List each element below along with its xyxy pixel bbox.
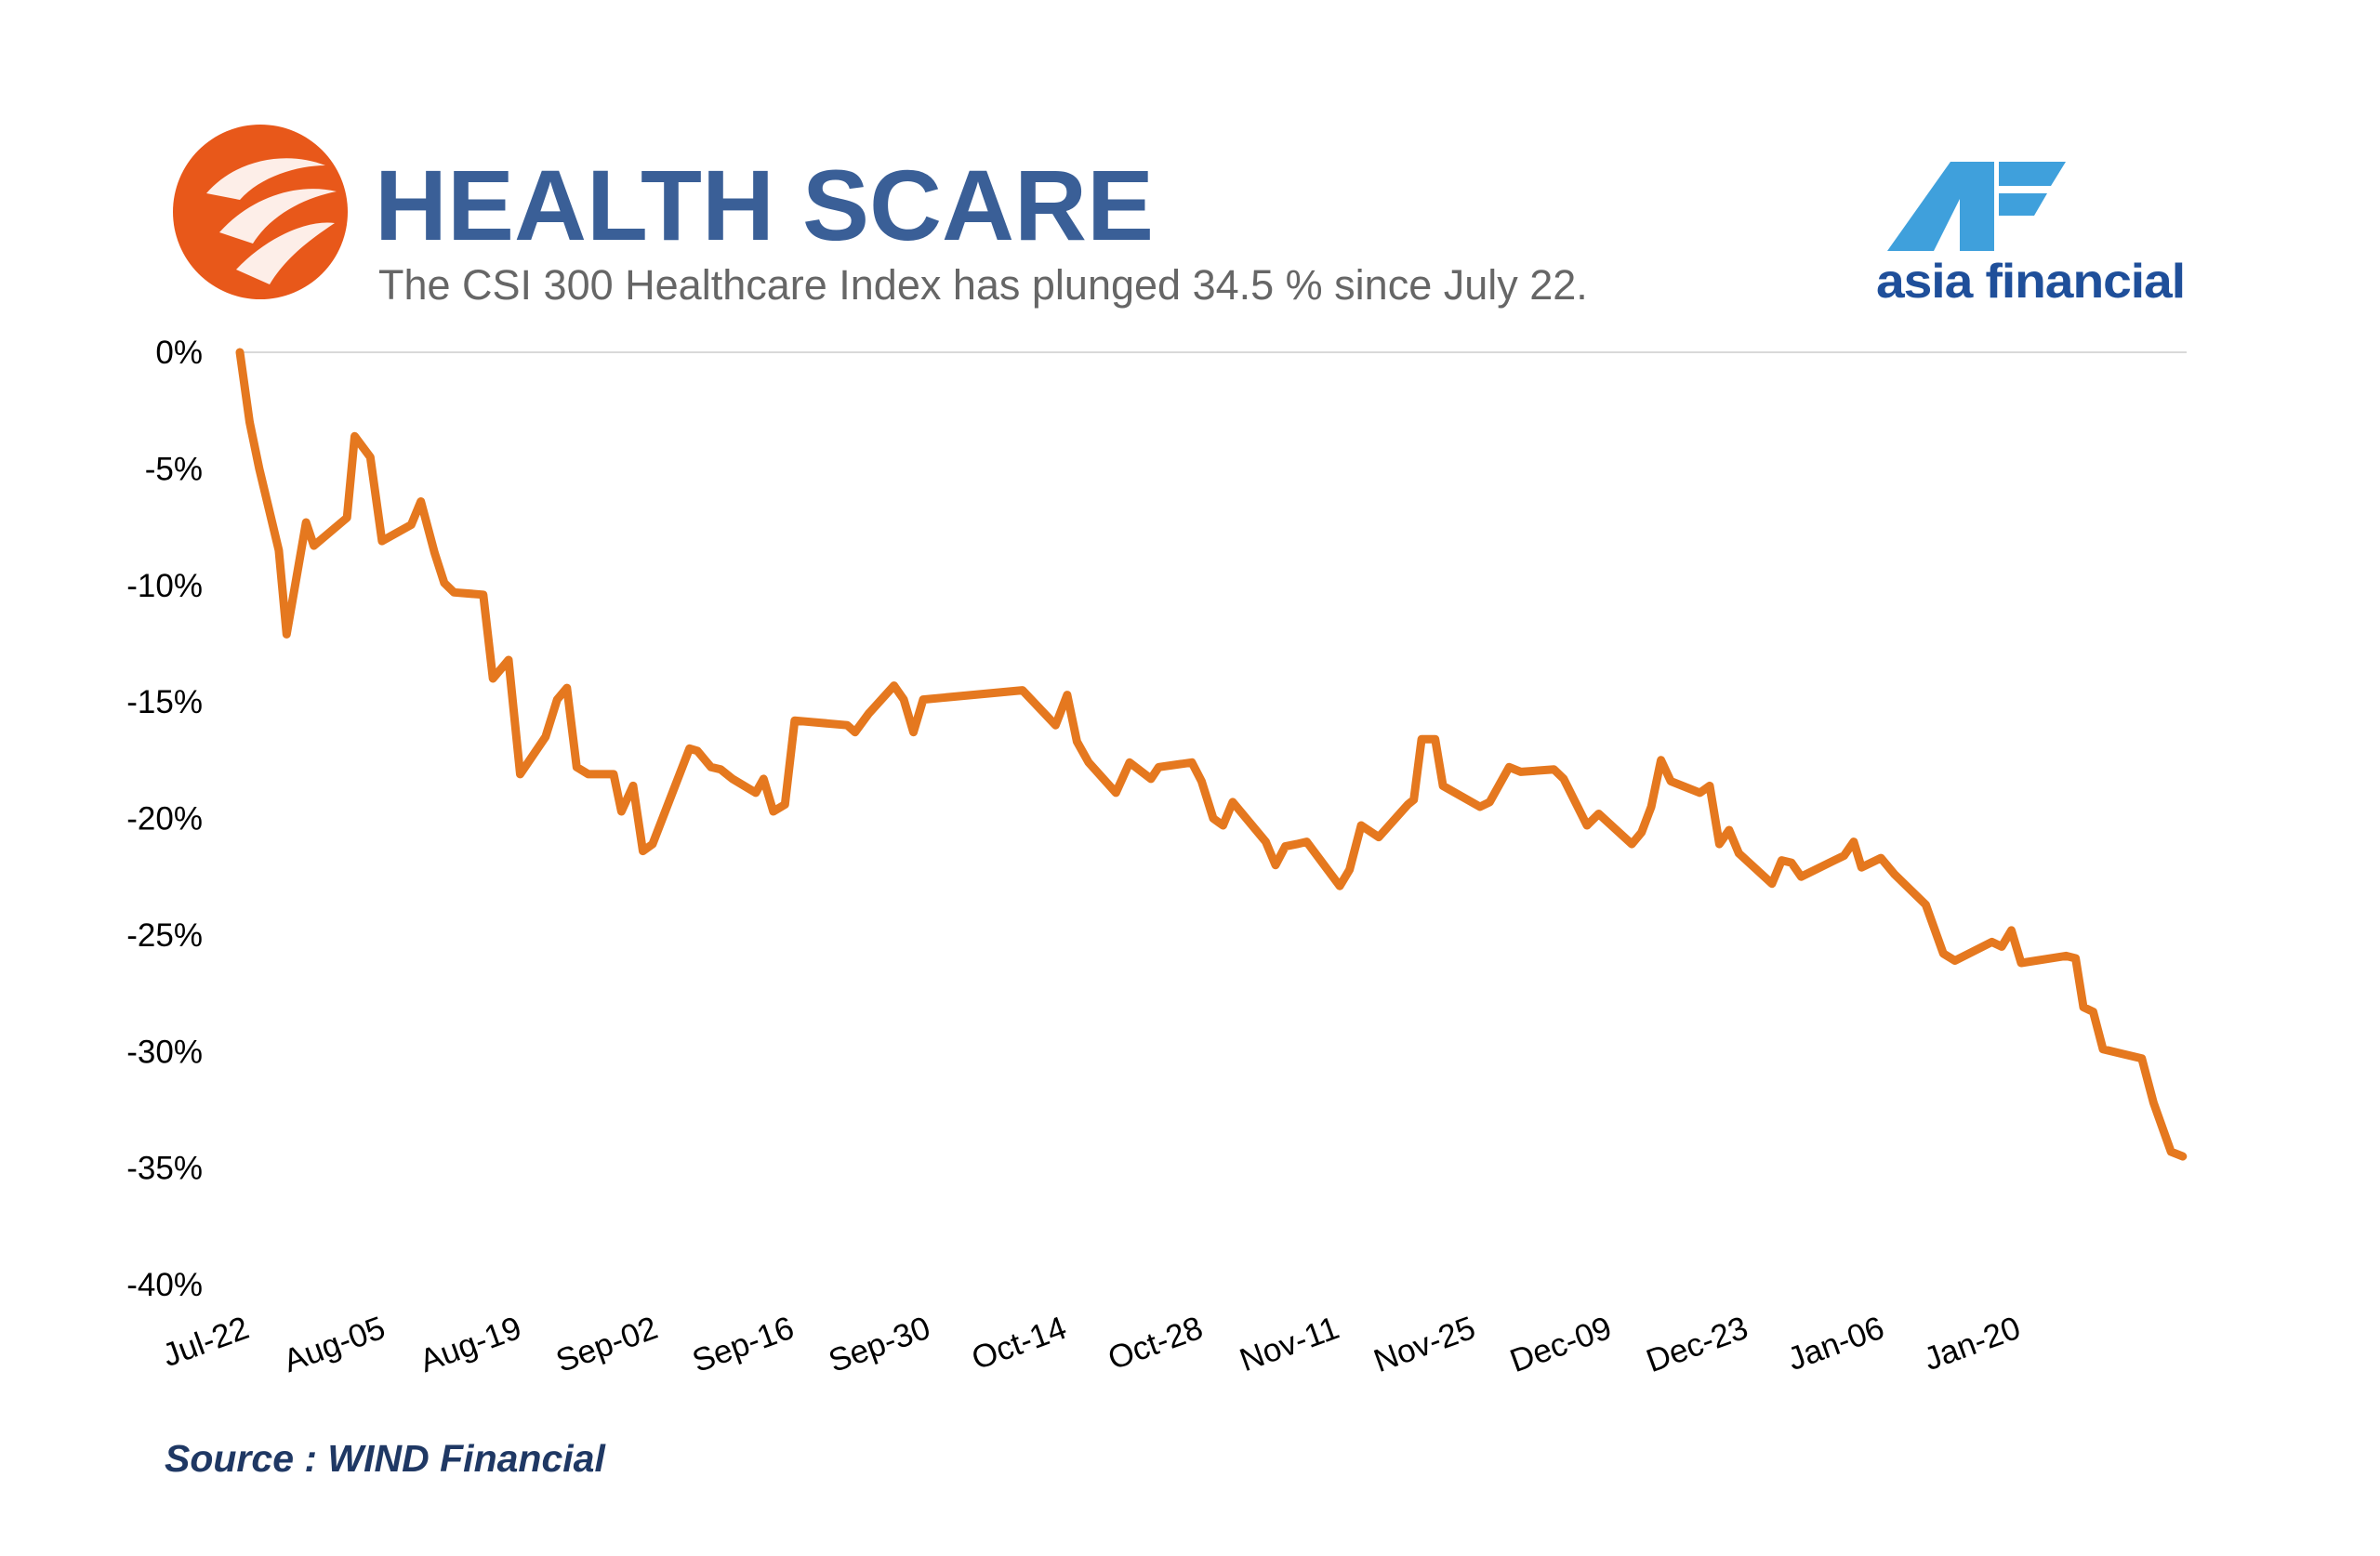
y-tick-label: -5% (145, 451, 203, 487)
y-tick-label: 0% (155, 335, 203, 371)
x-tick-label: Oct-14 (967, 1310, 1071, 1378)
plot-area: 0% -5% -10% -15% -20% -25% -30% -35% -40% Jul-22 A… (126, 335, 2188, 1379)
y-tick-label: -25% (126, 917, 203, 954)
x-tick-label: Jan-20 (1919, 1310, 2025, 1378)
x-tick-label: Jan-06 (1783, 1310, 1889, 1378)
x-tick-label: Sep-30 (824, 1310, 934, 1379)
x-tick-label: Nov-25 (1369, 1310, 1480, 1379)
y-tick-label: -40% (126, 1267, 203, 1303)
flame-circle-icon (173, 125, 348, 299)
y-tick-label: -15% (126, 684, 203, 720)
x-tick-label: Sep-16 (688, 1310, 799, 1379)
y-tick-label: -20% (126, 801, 203, 837)
chart-title: HEALTH SCARE (375, 149, 1154, 261)
y-tick-label: -30% (126, 1034, 203, 1070)
x-tick-label: Dec-23 (1642, 1310, 1752, 1379)
source-note: Source : WIND Financial (165, 1437, 606, 1480)
y-tick-label: -35% (126, 1151, 203, 1187)
y-tick-label: -10% (126, 568, 203, 604)
x-tick-label: Jul-22 (158, 1310, 254, 1374)
series-line (235, 348, 2188, 1161)
x-tick-label: Nov-11 (1235, 1310, 1343, 1378)
brand-name: asia financial (1876, 255, 2185, 309)
x-tick-label: Aug-19 (415, 1310, 525, 1379)
x-tick-label: Sep-02 (551, 1310, 662, 1379)
chart-subtitle: The CSI 300 Healthcare Index has plunged… (378, 261, 1588, 309)
x-tick-label: Aug-05 (279, 1310, 390, 1379)
x-tick-label: Dec-09 (1505, 1310, 1616, 1379)
x-tick-label: Oct-28 (1104, 1310, 1208, 1378)
af-logo-icon (1887, 162, 2066, 251)
